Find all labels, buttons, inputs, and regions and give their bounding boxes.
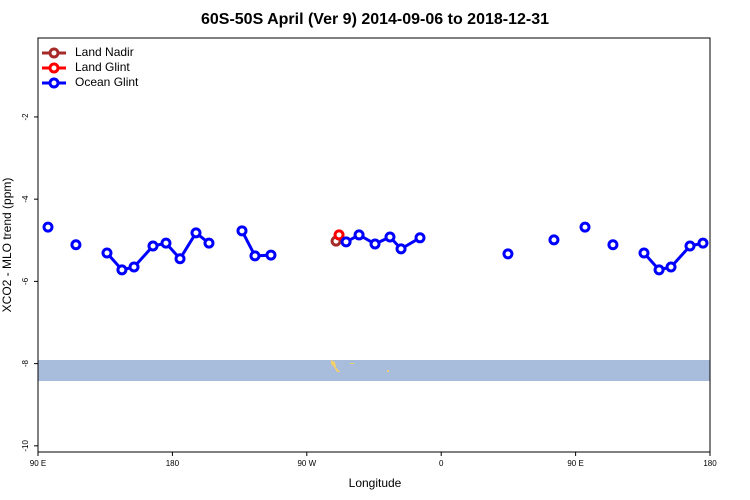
point — [697, 237, 709, 249]
legend-marker — [48, 47, 60, 59]
x-tick-label: 180 — [703, 459, 717, 468]
point — [395, 243, 407, 255]
point — [160, 237, 172, 249]
point — [414, 232, 426, 244]
point — [653, 264, 665, 276]
point — [42, 221, 54, 233]
legend-marker — [48, 77, 60, 89]
point — [333, 229, 345, 241]
x-tick-label: 180 — [166, 459, 180, 468]
y-tick-label: -2 — [21, 113, 30, 121]
point — [548, 234, 560, 246]
x-tick-label: 90 W — [297, 459, 316, 468]
point — [147, 240, 159, 252]
point — [203, 237, 215, 249]
y-tick-label: -10 — [21, 440, 30, 452]
point — [265, 249, 277, 261]
point — [101, 247, 113, 259]
legend-marker — [48, 62, 60, 74]
point — [607, 239, 619, 251]
land — [331, 360, 389, 372]
x-tick-label: 90 E — [567, 459, 583, 468]
point — [116, 264, 128, 276]
chart-title: 60S-50S April (Ver 9) 2014-09-06 to 2018… — [201, 11, 549, 28]
y-tick-label: -6 — [21, 277, 30, 285]
point — [638, 247, 650, 259]
point — [684, 240, 696, 252]
point — [70, 239, 82, 251]
point — [369, 238, 381, 250]
legend-label: Land Glint — [75, 60, 130, 74]
x-tick-label: 90 E — [30, 459, 46, 468]
legend-label: Ocean Glint — [75, 75, 139, 89]
x-tick-label: 0 — [439, 459, 444, 468]
point — [502, 248, 514, 260]
point — [174, 253, 186, 265]
point — [665, 261, 677, 273]
y-tick-label: -8 — [21, 360, 30, 368]
point — [353, 229, 365, 241]
point — [249, 250, 261, 262]
point — [340, 236, 352, 248]
point — [384, 231, 396, 243]
point — [236, 225, 248, 237]
point — [190, 227, 202, 239]
legend-label: Land Nadir — [75, 45, 134, 59]
point — [128, 261, 140, 273]
plot-frame — [37, 37, 711, 453]
point — [579, 221, 591, 233]
x-axis-label: Longitude — [349, 476, 402, 490]
map-strip — [38, 360, 710, 381]
y-axis-label: XCO2 - MLO trend (ppm) — [0, 178, 14, 313]
y-tick-label: -4 — [21, 195, 30, 203]
